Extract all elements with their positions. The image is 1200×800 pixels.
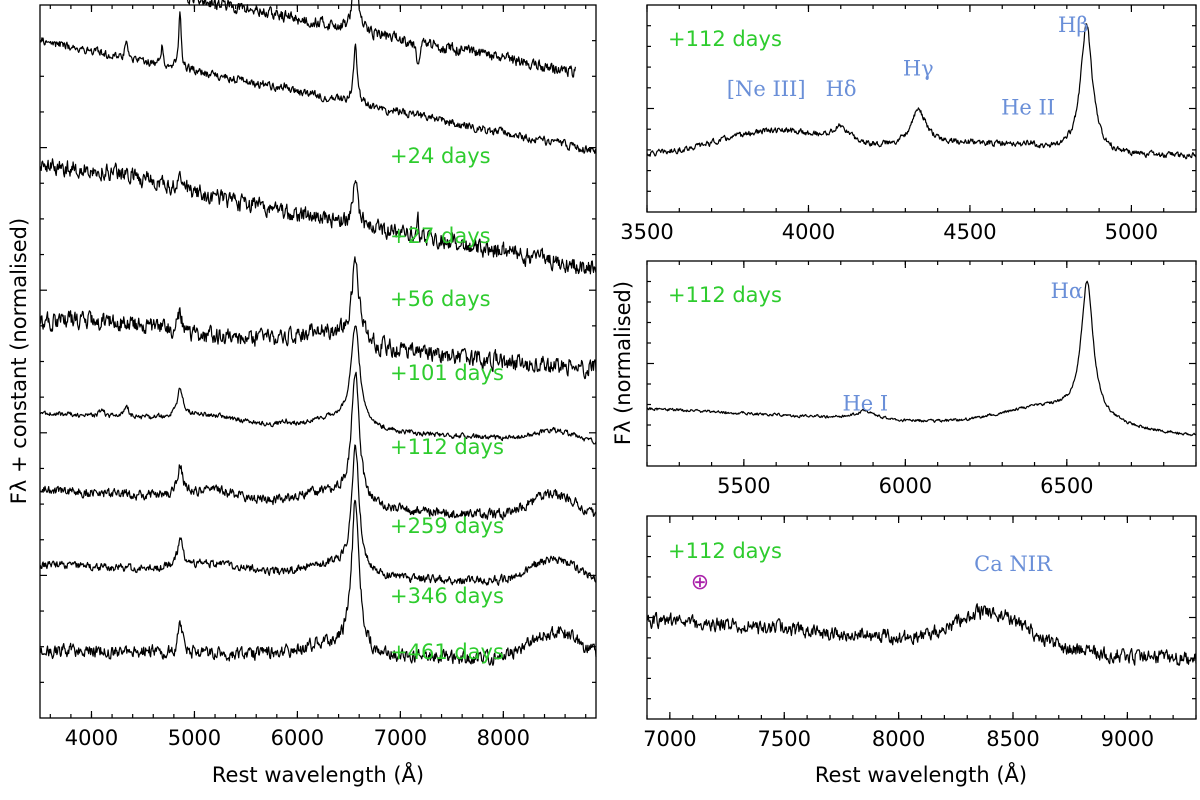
x-tick-label: 6000 xyxy=(271,726,324,750)
line-id-label: He I xyxy=(842,392,888,416)
middle-right-y-axis-label: Fλ (normalised) xyxy=(611,281,635,445)
spectrum-line xyxy=(39,499,597,666)
top-right-labels: +112 days [Ne III] Hδ Hγ He II Hβ xyxy=(668,13,1089,120)
epoch-label: +112 days xyxy=(668,283,782,307)
telluric-symbol: ⊕ xyxy=(691,570,709,595)
epoch-label: +112 days xyxy=(668,27,782,51)
spectrum-line xyxy=(39,371,597,521)
top-right-ticks: 3500 4000 4500 5000 xyxy=(620,5,1197,244)
line-id-label: Hδ xyxy=(826,77,857,101)
x-tick-label: 6500 xyxy=(1040,474,1093,498)
left-panel: 4000 5000 6000 7000 8000 +24 days +27 days +56… xyxy=(7,0,597,787)
middle-right-labels: +112 days He I Hα xyxy=(668,279,1083,416)
line-id-label: Hα xyxy=(1051,279,1084,303)
x-tick-label: 8000 xyxy=(872,727,925,751)
top-right-spectrum xyxy=(646,23,1197,160)
spectrum-line xyxy=(39,325,597,445)
x-tick-label: 9000 xyxy=(1101,727,1154,751)
epoch-label: +56 days xyxy=(390,287,491,311)
spectrum-line xyxy=(39,11,597,154)
epoch-label: +24 days xyxy=(390,144,491,168)
spectrum-line xyxy=(186,0,576,78)
spectrum-line xyxy=(646,280,1197,437)
spectrum-line xyxy=(39,444,597,586)
bottom-right-x-axis-label: Rest wavelength (Å) xyxy=(815,761,1027,787)
x-tick-label: 8500 xyxy=(986,727,1039,751)
line-id-label: Hγ xyxy=(903,56,934,80)
left-spectra xyxy=(39,0,597,666)
x-tick-label: 4500 xyxy=(943,220,996,244)
bottom-right-spectrum xyxy=(646,603,1197,666)
middle-right-ticks: 5500 6000 6500 xyxy=(646,261,1197,498)
x-tick-label: 7500 xyxy=(758,727,811,751)
spectrum-line xyxy=(646,23,1197,160)
left-epoch-labels: +24 days +27 days +56 days +101 days +112 da… xyxy=(390,144,504,664)
x-tick-label: 5500 xyxy=(717,474,770,498)
line-id-label: He II xyxy=(1001,96,1055,120)
epoch-label: +112 days xyxy=(668,539,782,563)
x-tick-label: 4000 xyxy=(782,220,835,244)
x-tick-label: 7000 xyxy=(643,727,696,751)
x-tick-label: 6000 xyxy=(879,474,932,498)
x-tick-label: 7000 xyxy=(374,726,427,750)
spectrum-line xyxy=(40,256,597,380)
bottom-right-panel: 7000 7500 8000 8500 9000 +112 days Ca NIR Res… xyxy=(643,515,1197,787)
middle-right-panel: 5500 6000 6500 +112 days He I Hα Fλ (normali… xyxy=(611,260,1197,498)
epoch-label: +101 days xyxy=(390,361,504,385)
left-ticks: 4000 5000 6000 7000 8000 xyxy=(40,5,596,750)
epoch-label: +461 days xyxy=(390,640,504,664)
epoch-label: +259 days xyxy=(390,514,504,538)
x-tick-label: 5000 xyxy=(168,726,221,750)
left-y-axis-label: Fλ + constant (normalised) xyxy=(7,218,31,504)
spectrum-line xyxy=(646,603,1197,666)
x-tick-label: 3500 xyxy=(620,220,673,244)
epoch-label: +112 days xyxy=(390,435,504,459)
line-id-label: Ca NIR xyxy=(974,552,1053,576)
bottom-right-labels: +112 days Ca NIR xyxy=(668,539,1053,576)
line-id-label: Hβ xyxy=(1058,13,1088,37)
bottom-right-ticks: 7000 7500 8000 8500 9000 xyxy=(643,516,1197,751)
x-tick-label: 8000 xyxy=(477,726,530,750)
left-x-axis-label: Rest wavelength (Å) xyxy=(212,761,424,787)
middle-right-spectrum xyxy=(646,280,1197,437)
top-right-panel: 3500 4000 4500 5000 +112 days [Ne III] Hδ Hγ He… xyxy=(620,4,1197,244)
line-id-label: [Ne III] xyxy=(727,77,806,101)
x-tick-label: 4000 xyxy=(65,726,118,750)
epoch-label: +346 days xyxy=(390,584,504,608)
x-tick-label: 5000 xyxy=(1105,220,1158,244)
epoch-label: +27 days xyxy=(390,224,491,248)
spectrum-line xyxy=(39,158,597,275)
